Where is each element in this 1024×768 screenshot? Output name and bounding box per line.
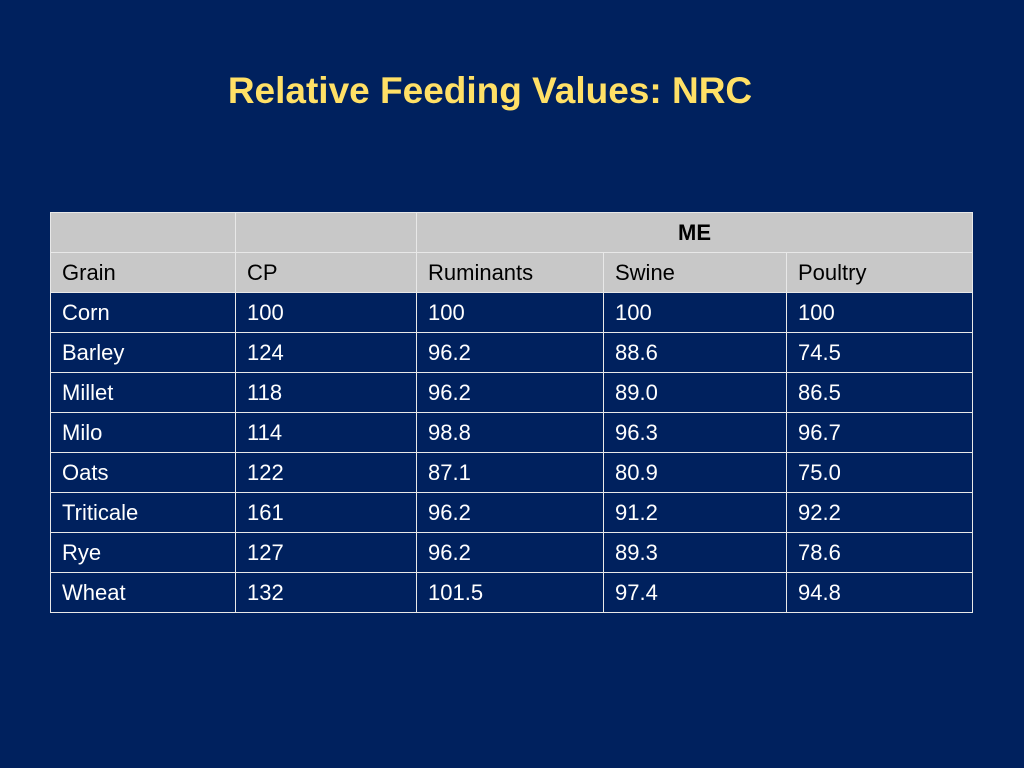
group-header-empty-cell — [50, 212, 236, 253]
table-row: Corn 100 100 100 100 — [50, 292, 974, 333]
column-header-poultry: Poultry — [785, 252, 974, 293]
column-header-cp: CP — [235, 252, 417, 293]
table-body: Corn 100 100 100 100 Barley 124 96.2 88.6 74.5 Mil… — [50, 292, 974, 613]
poultry-cell: 74.5 — [785, 332, 974, 373]
ruminants-cell: 96.2 — [416, 332, 604, 373]
cp-cell: 100 — [235, 292, 417, 333]
swine-cell: 96.3 — [603, 412, 787, 453]
feeding-values-table: ME Grain CP Ruminants Swine Poultry Corn… — [50, 212, 974, 613]
column-header-row: Grain CP Ruminants Swine Poultry — [50, 252, 974, 293]
grain-cell: Wheat — [50, 572, 236, 613]
ruminants-cell: 98.8 — [416, 412, 604, 453]
table-row: Millet 118 96.2 89.0 86.5 — [50, 372, 974, 413]
grain-cell: Milo — [50, 412, 236, 453]
poultry-cell: 92.2 — [785, 492, 974, 533]
grain-cell: Oats — [50, 452, 236, 493]
column-header-swine: Swine — [603, 252, 787, 293]
swine-cell: 88.6 — [603, 332, 787, 373]
ruminants-cell: 100 — [416, 292, 604, 333]
ruminants-cell: 96.2 — [416, 492, 604, 533]
table-row: Rye 127 96.2 89.3 78.6 — [50, 532, 974, 573]
cp-cell: 114 — [235, 412, 417, 453]
group-header-empty-cell — [235, 212, 417, 253]
poultry-cell: 96.7 — [785, 412, 974, 453]
ruminants-cell: 87.1 — [416, 452, 604, 493]
swine-cell: 100 — [603, 292, 787, 333]
cp-cell: 124 — [235, 332, 417, 373]
poultry-cell: 86.5 — [785, 372, 974, 413]
grain-cell: Barley — [50, 332, 236, 373]
table-row: Triticale 161 96.2 91.2 92.2 — [50, 492, 974, 533]
grain-cell: Triticale — [50, 492, 236, 533]
cp-cell: 118 — [235, 372, 417, 413]
cp-cell: 161 — [235, 492, 417, 533]
table-row: Barley 124 96.2 88.6 74.5 — [50, 332, 974, 373]
column-header-ruminants: Ruminants — [416, 252, 604, 293]
column-header-grain: Grain — [50, 252, 236, 293]
grain-cell: Rye — [50, 532, 236, 573]
ruminants-cell: 101.5 — [416, 572, 604, 613]
poultry-cell: 75.0 — [785, 452, 974, 493]
ruminants-cell: 96.2 — [416, 532, 604, 573]
grain-cell: Corn — [50, 292, 236, 333]
slide-title: Relative Feeding Values: NRC — [227, 70, 753, 111]
swine-cell: 97.4 — [603, 572, 787, 613]
table-row: Wheat 132 101.5 97.4 94.8 — [50, 572, 974, 613]
group-header-row: ME — [50, 212, 974, 253]
cp-cell: 122 — [235, 452, 417, 493]
me-group-header: ME — [415, 212, 974, 253]
table-row: Milo 114 98.8 96.3 96.7 — [50, 412, 974, 453]
swine-cell: 80.9 — [603, 452, 787, 493]
poultry-cell: 94.8 — [785, 572, 974, 613]
cp-cell: 127 — [235, 532, 417, 573]
grain-cell: Millet — [50, 372, 236, 413]
table-row: Oats 122 87.1 80.9 75.0 — [50, 452, 974, 493]
swine-cell: 91.2 — [603, 492, 787, 533]
poultry-cell: 78.6 — [785, 532, 974, 573]
cp-cell: 132 — [235, 572, 417, 613]
ruminants-cell: 96.2 — [416, 372, 604, 413]
swine-cell: 89.0 — [603, 372, 787, 413]
swine-cell: 89.3 — [603, 532, 787, 573]
poultry-cell: 100 — [785, 292, 974, 333]
